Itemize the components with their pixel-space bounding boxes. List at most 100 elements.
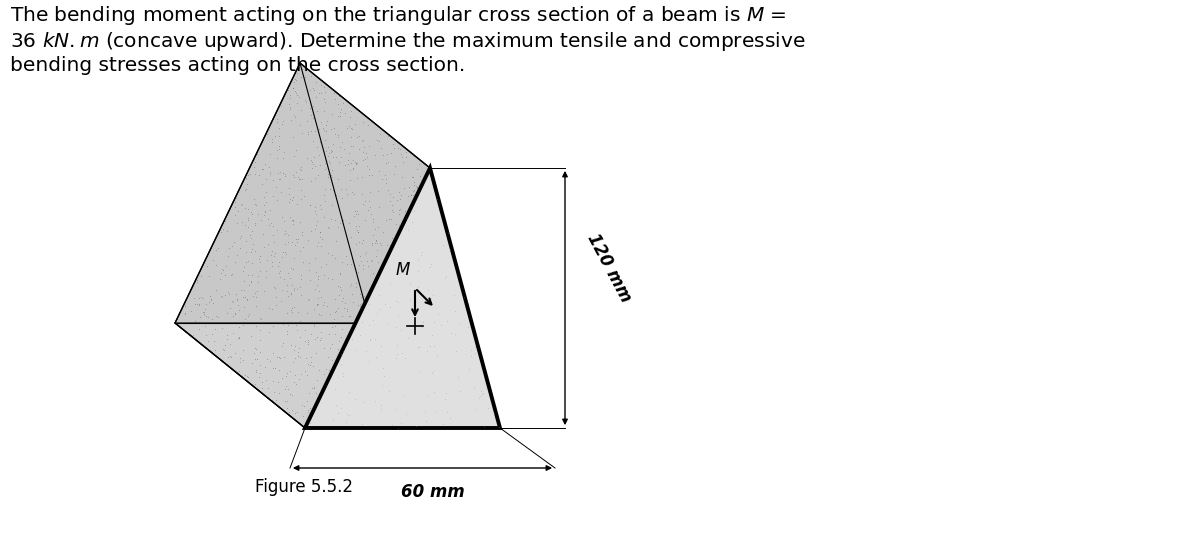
Point bbox=[257, 175, 275, 184]
Point bbox=[428, 309, 447, 318]
Point bbox=[233, 200, 252, 209]
Point bbox=[264, 251, 282, 260]
Point bbox=[214, 345, 233, 354]
Point bbox=[345, 158, 364, 167]
Point bbox=[301, 110, 320, 119]
Point bbox=[195, 309, 214, 318]
Point bbox=[311, 137, 330, 146]
Point bbox=[308, 294, 327, 303]
Point bbox=[311, 205, 330, 214]
Point bbox=[383, 206, 401, 215]
Point bbox=[393, 172, 412, 181]
Point bbox=[330, 219, 348, 228]
Point bbox=[373, 363, 392, 372]
Point bbox=[245, 379, 264, 388]
Point bbox=[314, 270, 333, 279]
Point bbox=[379, 248, 398, 257]
Text: bending stresses acting on the cross section.: bending stresses acting on the cross sec… bbox=[9, 56, 465, 75]
Point bbox=[344, 297, 363, 306]
Point bbox=[435, 395, 454, 403]
Point bbox=[287, 326, 306, 335]
Point bbox=[301, 200, 320, 209]
Point bbox=[403, 190, 421, 199]
Point bbox=[215, 217, 234, 225]
Point bbox=[280, 389, 299, 398]
Point bbox=[472, 386, 491, 395]
Point bbox=[433, 241, 452, 250]
Point bbox=[299, 412, 318, 421]
Point bbox=[265, 238, 284, 247]
Point bbox=[248, 277, 267, 286]
Point bbox=[246, 292, 265, 301]
Point bbox=[239, 373, 258, 382]
Point bbox=[193, 308, 212, 317]
Point bbox=[408, 267, 427, 276]
Point bbox=[330, 337, 348, 346]
Point bbox=[419, 301, 438, 310]
Point bbox=[274, 275, 293, 283]
Point bbox=[388, 297, 407, 306]
Point bbox=[328, 132, 347, 141]
Point bbox=[474, 389, 493, 398]
Text: 60 mm: 60 mm bbox=[400, 483, 465, 501]
Point bbox=[332, 285, 351, 294]
Point bbox=[371, 129, 390, 138]
Point bbox=[286, 76, 305, 85]
Point bbox=[227, 250, 246, 259]
Point bbox=[278, 403, 297, 412]
Point bbox=[245, 288, 264, 297]
Point bbox=[266, 131, 285, 140]
Point bbox=[199, 336, 218, 345]
Point bbox=[246, 355, 265, 364]
Point bbox=[230, 334, 248, 343]
Point bbox=[338, 305, 357, 314]
Point bbox=[374, 151, 393, 160]
Point bbox=[360, 335, 379, 344]
Point bbox=[360, 187, 379, 196]
Point bbox=[364, 218, 383, 227]
Point bbox=[262, 134, 281, 143]
Point bbox=[220, 303, 239, 312]
Point bbox=[338, 259, 357, 268]
Point bbox=[295, 72, 314, 81]
Point bbox=[257, 272, 275, 281]
Point bbox=[339, 311, 358, 320]
Point bbox=[286, 86, 305, 95]
Point bbox=[284, 193, 302, 201]
Point bbox=[321, 215, 340, 224]
Point bbox=[298, 337, 317, 346]
Point bbox=[338, 410, 357, 418]
Point bbox=[260, 357, 279, 365]
Point bbox=[386, 354, 405, 363]
Point bbox=[226, 202, 245, 211]
Point bbox=[325, 307, 344, 316]
Point bbox=[350, 261, 368, 270]
Point bbox=[186, 316, 205, 325]
Point bbox=[212, 228, 231, 237]
Point bbox=[278, 320, 297, 329]
Point bbox=[360, 202, 379, 211]
Point bbox=[290, 333, 308, 341]
Point bbox=[230, 306, 248, 315]
Point bbox=[298, 235, 317, 244]
Point bbox=[431, 321, 450, 330]
Point bbox=[339, 156, 358, 165]
Point bbox=[238, 295, 257, 304]
Point bbox=[293, 258, 312, 267]
Point bbox=[294, 70, 313, 79]
Point bbox=[239, 216, 258, 225]
Point bbox=[326, 190, 345, 199]
Point bbox=[444, 291, 463, 300]
Point bbox=[300, 403, 319, 412]
Point bbox=[284, 220, 302, 229]
Point bbox=[304, 102, 322, 110]
Point bbox=[354, 143, 373, 152]
Point bbox=[167, 315, 186, 324]
Text: 120 mm: 120 mm bbox=[583, 230, 634, 305]
Point bbox=[441, 329, 460, 338]
Point bbox=[290, 175, 308, 184]
Point bbox=[397, 148, 415, 157]
Point bbox=[308, 333, 327, 341]
Point bbox=[339, 160, 358, 169]
Point bbox=[219, 352, 238, 361]
